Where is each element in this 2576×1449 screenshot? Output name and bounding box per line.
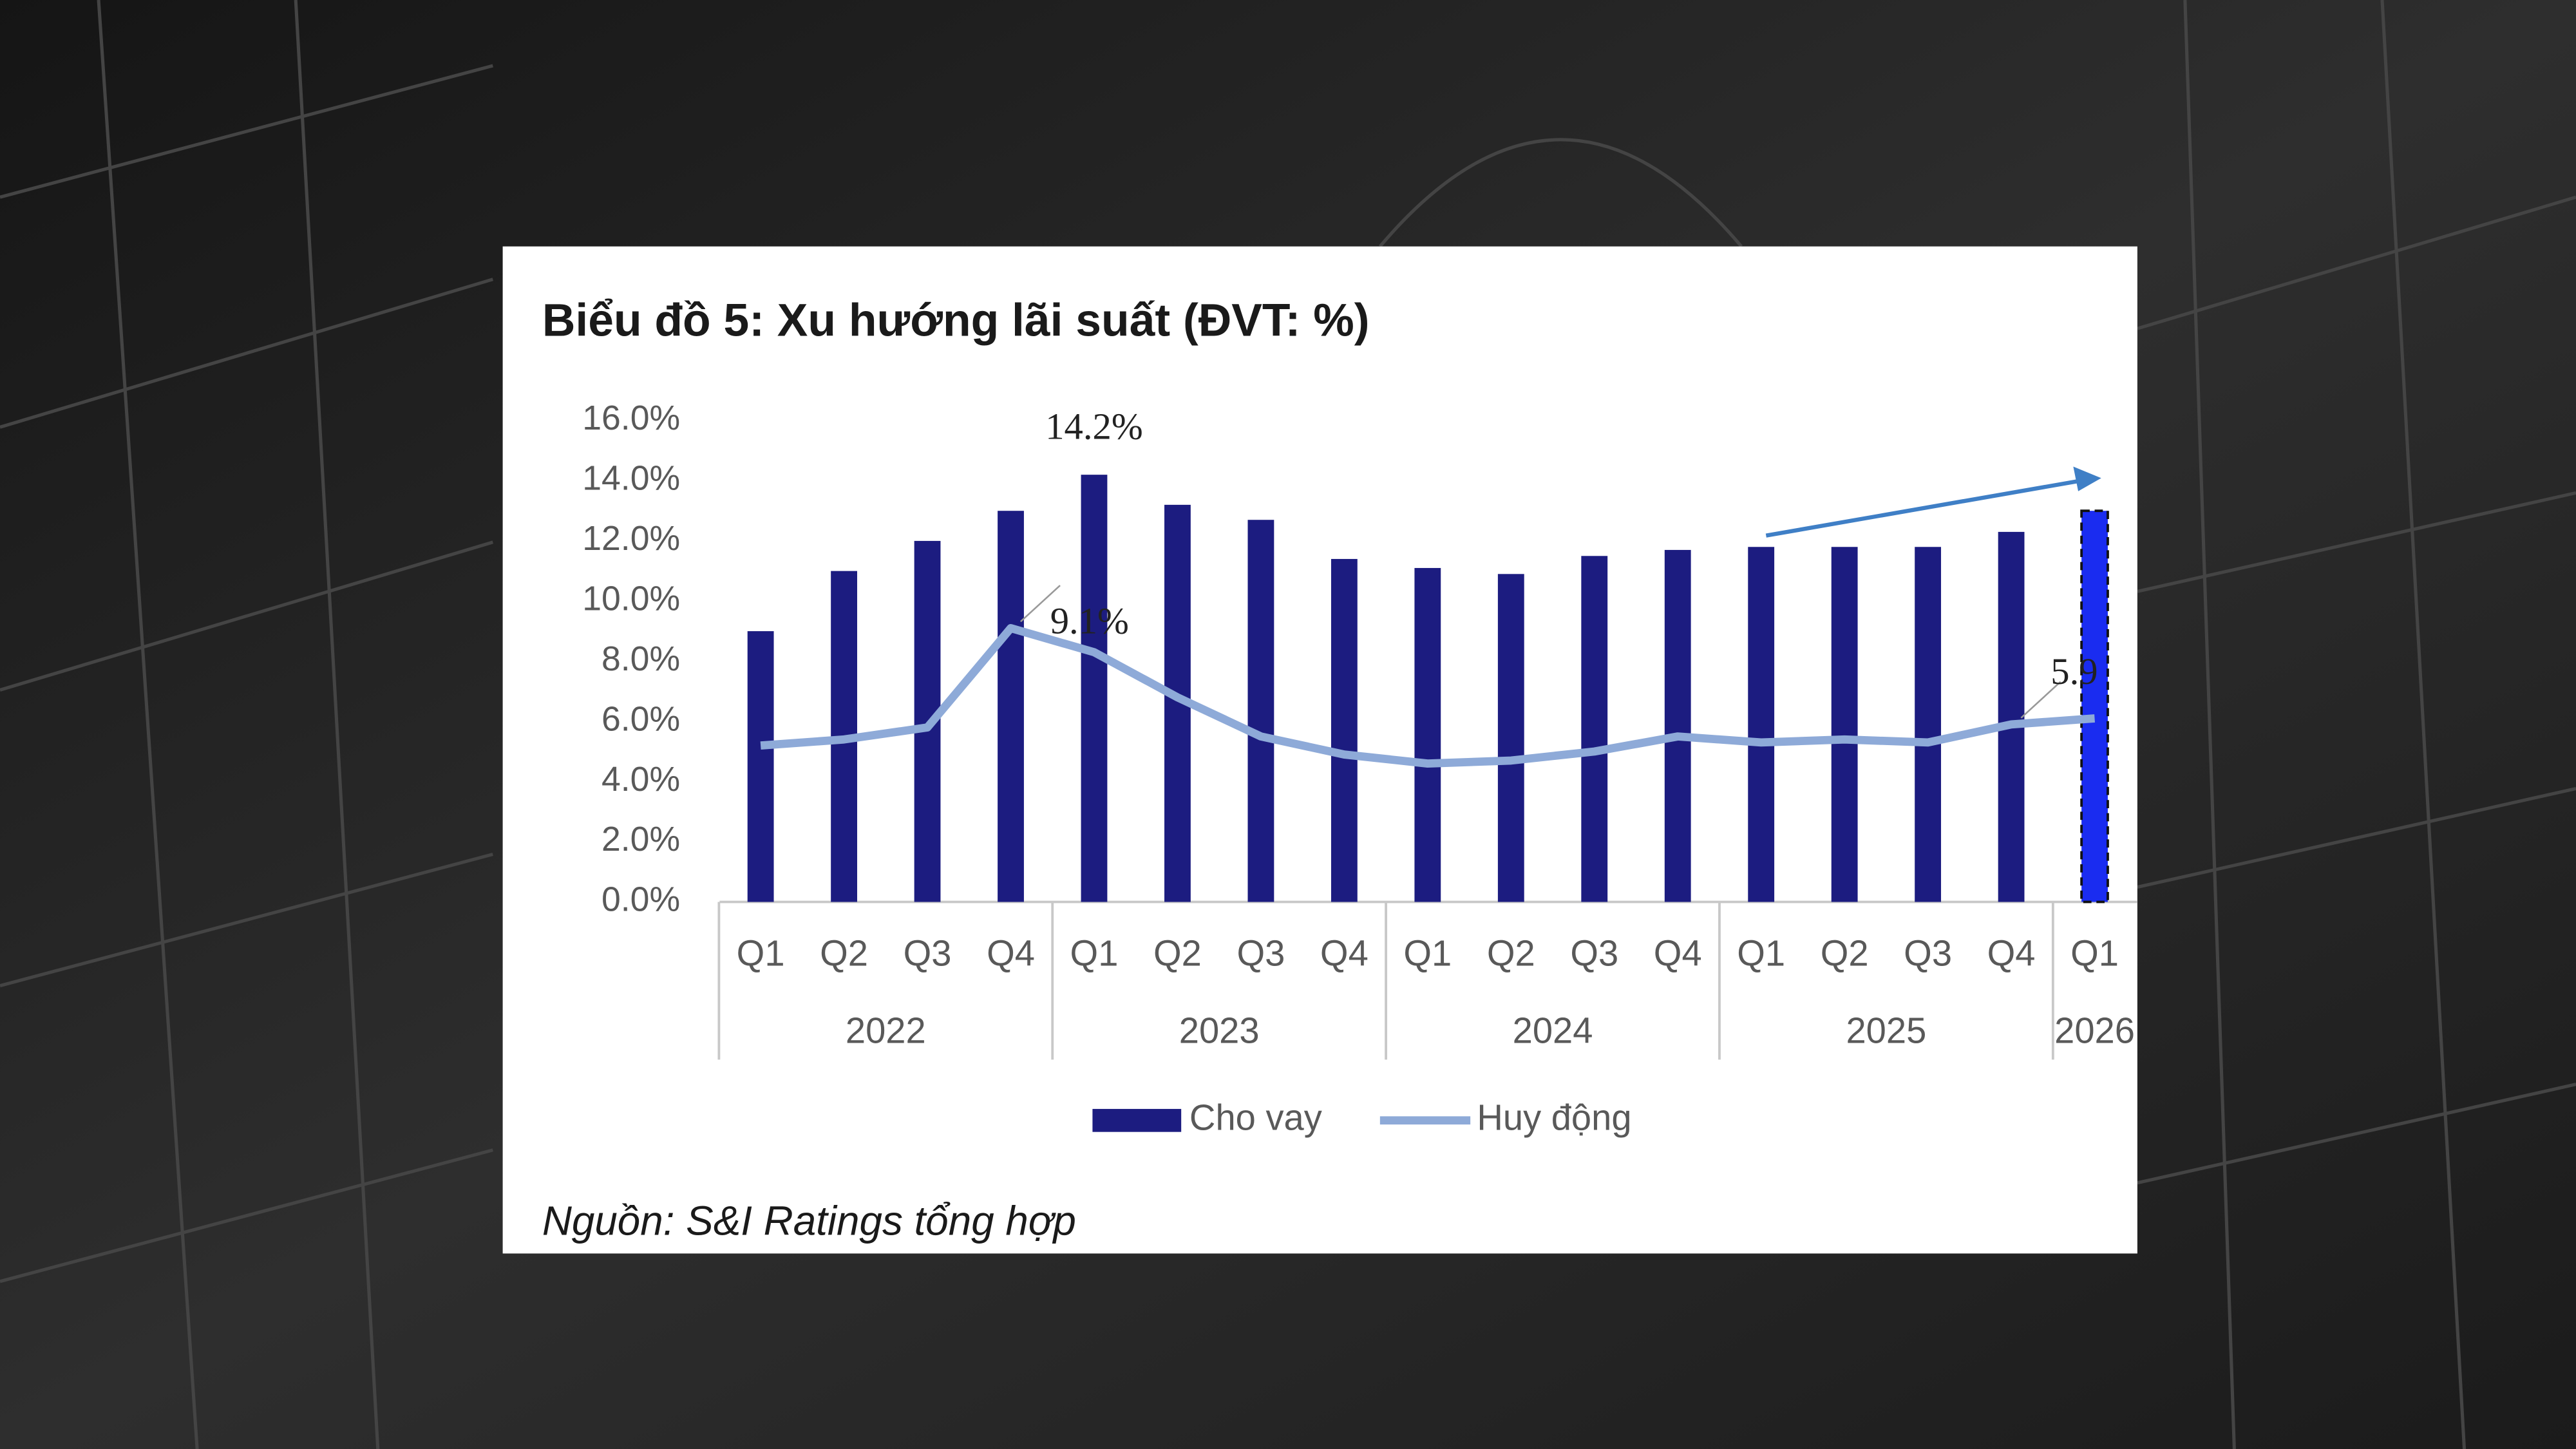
y-tick-label: 0.0% (601, 881, 680, 919)
x-tick-label: Q3 (1236, 933, 1285, 974)
y-tick-label: 4.0% (601, 761, 680, 799)
bar (1497, 574, 1524, 902)
bar (747, 631, 774, 902)
legend-label: Cho vay (1189, 1097, 1322, 1138)
x-tick-label: Q4 (1987, 933, 2036, 974)
legend-swatch (1092, 1108, 1182, 1132)
y-tick-label: 12.0% (582, 520, 680, 558)
bar (1081, 475, 1108, 902)
line (760, 624, 2096, 768)
data-label: 9.1% (1050, 600, 1129, 642)
group-label: 2022 (846, 1010, 926, 1050)
group-label: 2025 (1846, 1010, 1926, 1050)
trend-arrowhead (2073, 466, 2101, 491)
plot: Biểu đồ 5: Xu hướng lãi suất (ĐVT: %) Ng… (542, 294, 2137, 1244)
legend-label: Huy động (1477, 1097, 1631, 1138)
x-tick-label: Q1 (1070, 933, 1119, 974)
bar (1915, 547, 1942, 902)
x-tick-label: Q1 (737, 933, 785, 974)
bar (1247, 520, 1274, 902)
label-leader (2020, 681, 2061, 719)
data-label: 5.9 (2050, 650, 2098, 692)
y-tick-label: 10.0% (582, 580, 680, 618)
bar (1331, 558, 1358, 902)
bar (1831, 547, 1858, 902)
x-tick-label: Q4 (987, 933, 1035, 974)
bar (1748, 547, 1775, 902)
x-tick-label: Q2 (1153, 933, 1202, 974)
x-tick-label: Q2 (820, 933, 868, 974)
group-label: 2023 (1179, 1010, 1260, 1050)
source-note: Nguồn: S&I Ratings tổng hợp (542, 1197, 1076, 1244)
x-tick-label: Q2 (1821, 933, 1869, 974)
x-tick-label: Q2 (1487, 933, 1535, 974)
bar (1581, 556, 1608, 902)
group-label: 2026 (2054, 1010, 2135, 1050)
bar (1998, 531, 2025, 902)
bar (998, 511, 1024, 902)
bar (1664, 549, 1691, 902)
trend-arrow (1765, 477, 2087, 538)
x-tick-label: Q4 (1654, 933, 1702, 974)
y-tick-label: 6.0% (601, 700, 680, 738)
x-tick-label: Q4 (1320, 933, 1368, 974)
group-label: 2024 (1513, 1010, 1593, 1050)
x-tick-label: Q3 (1570, 933, 1618, 974)
y-tick-label: 2.0% (601, 820, 680, 858)
y-tick-label: 16.0% (582, 399, 680, 437)
x-tick-label: Q3 (904, 933, 952, 974)
chart-title: Biểu đồ 5: Xu hướng lãi suất (ĐVT: %) (542, 294, 1370, 346)
bar (2080, 509, 2109, 904)
x-tick-label: Q1 (2070, 933, 2119, 974)
x-tick-label: Q1 (1403, 933, 1452, 974)
data-label: 14.2% (1045, 406, 1143, 448)
x-tick-label: Q1 (1737, 933, 1785, 974)
x-tick-label: Q3 (1904, 933, 1952, 974)
bar (1414, 567, 1441, 902)
y-tick-label: 14.0% (582, 460, 680, 498)
y-tick-label: 8.0% (601, 640, 680, 678)
label-leader (1019, 585, 1061, 623)
